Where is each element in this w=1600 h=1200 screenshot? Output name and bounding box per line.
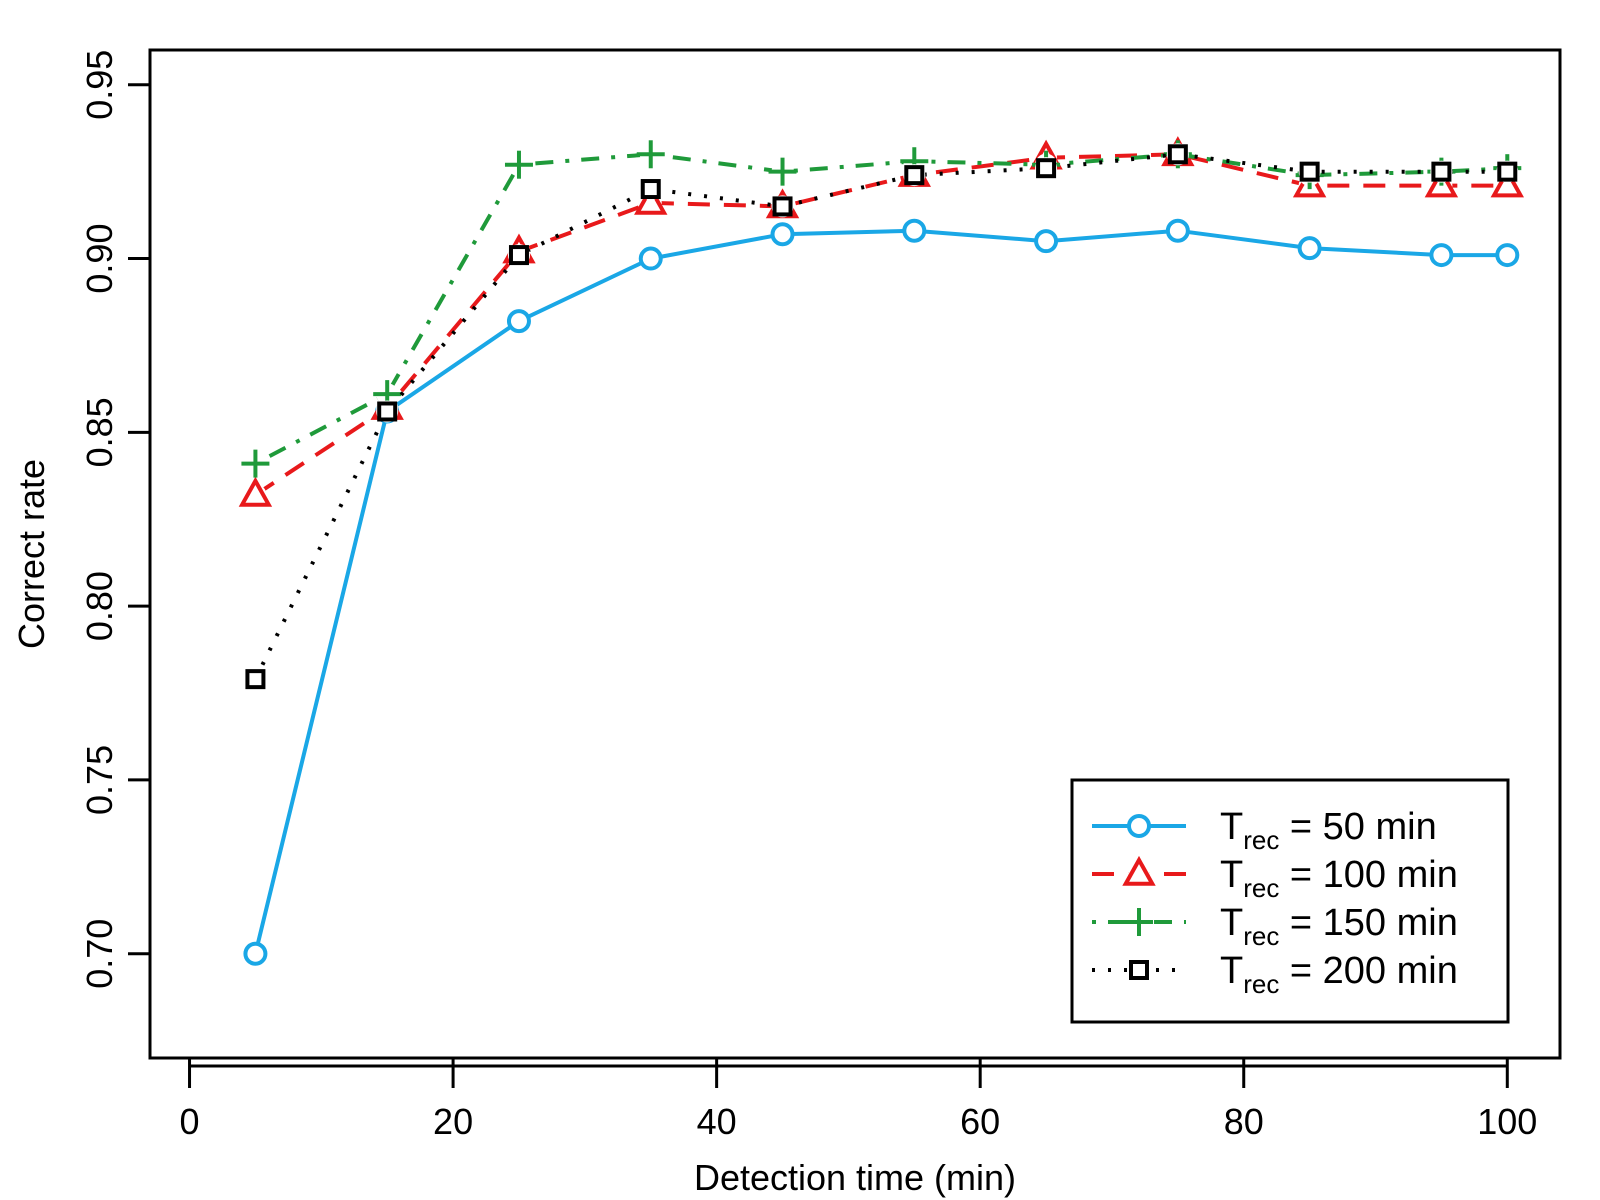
legend-label: Trec = 150 min [1220, 902, 1458, 951]
data-point [904, 165, 925, 186]
data-point [770, 222, 795, 247]
data-point [636, 140, 665, 169]
x-tick-label: 100 [1477, 1101, 1537, 1142]
series-line [253, 152, 1508, 680]
legend-item: Trec = 200 min [1092, 950, 1458, 999]
data-point [241, 449, 270, 478]
data-point [1129, 960, 1149, 980]
data-point [640, 179, 661, 200]
data-point [245, 669, 266, 690]
marker-gap [771, 195, 794, 218]
y-axis-label: Correct rate [11, 459, 52, 649]
data-point [768, 157, 797, 186]
series-4 [244, 143, 1519, 691]
marker-gap [1035, 230, 1058, 253]
data-point [1497, 161, 1518, 182]
data-point [243, 941, 268, 966]
y-tick-label: 0.85 [79, 397, 120, 467]
marker-gap [507, 244, 530, 267]
marker-gap [1496, 244, 1519, 267]
data-point [377, 401, 398, 422]
legend-marker-gap [1128, 815, 1150, 837]
data-point [506, 309, 531, 334]
data-point [1429, 243, 1454, 268]
marker-gap [639, 247, 662, 270]
data-point [1299, 161, 1320, 182]
marker-gap [1298, 237, 1321, 260]
x-axis: 0 20 40 60 80 100 [180, 1058, 1537, 1142]
marker-gap [244, 668, 267, 691]
data-point [1034, 229, 1059, 254]
y-tick-label: 0.80 [79, 571, 120, 641]
data-point [1495, 243, 1520, 268]
series-line [254, 152, 1508, 497]
data-point [1297, 236, 1322, 261]
y-tick-label: 0.70 [79, 919, 120, 989]
data-point [1165, 218, 1190, 243]
x-tick-label: 80 [1224, 1101, 1264, 1142]
data-point [1127, 814, 1151, 838]
marker-gap [1496, 160, 1519, 183]
series-line [254, 152, 1508, 466]
marker-gap [1430, 244, 1453, 267]
data-point [1167, 144, 1188, 165]
legend-label: Trec = 100 min [1220, 854, 1458, 903]
legend-item: Trec = 150 min [1092, 902, 1458, 951]
data-point [1036, 158, 1057, 179]
data-point [902, 218, 927, 243]
series-3 [241, 140, 1522, 478]
y-tick-label: 0.75 [79, 745, 120, 815]
marker-gap [376, 400, 399, 423]
data-point [638, 246, 663, 271]
legend-label: Trec = 50 min [1220, 806, 1437, 855]
legend-marker-gap [1128, 959, 1150, 981]
y-tick-label: 0.95 [79, 50, 120, 120]
data-point [1122, 855, 1156, 886]
y-axis: 0.70 0.75 0.80 0.85 0.90 0.95 [79, 50, 152, 989]
data-point [772, 196, 793, 217]
data-point [1125, 908, 1153, 936]
x-tick-label: 0 [180, 1101, 200, 1142]
series-layer [238, 136, 1524, 966]
y-tick-label: 0.90 [79, 224, 120, 294]
data-point [504, 150, 533, 179]
legend-label: Trec = 200 min [1220, 950, 1458, 999]
marker-gap [639, 178, 662, 201]
data-point [634, 184, 668, 215]
legend-item: Trec = 50 min [1092, 806, 1437, 855]
marker-gap [1298, 160, 1321, 183]
data-point [238, 476, 273, 507]
marker-gap [507, 310, 530, 333]
x-axis-label: Detection time (min) [694, 1157, 1016, 1198]
data-point [1490, 167, 1524, 198]
marker-gap [771, 223, 794, 246]
marker-gap [1166, 219, 1189, 242]
data-point [1424, 167, 1459, 198]
legend-item: Trec = 100 min [1092, 854, 1458, 903]
marker-gap [1166, 143, 1189, 166]
series-2 [238, 136, 1524, 507]
marker-gap [1035, 157, 1058, 180]
data-point [1431, 161, 1452, 182]
series-1 [243, 218, 1520, 966]
marker-gap [1430, 160, 1453, 183]
data-point [508, 245, 529, 266]
marker-gap [903, 219, 926, 242]
marker-gap [244, 942, 267, 965]
x-tick-label: 40 [697, 1101, 737, 1142]
x-tick-label: 60 [960, 1101, 1000, 1142]
x-tick-label: 20 [433, 1101, 473, 1142]
marker-gap [903, 164, 926, 187]
